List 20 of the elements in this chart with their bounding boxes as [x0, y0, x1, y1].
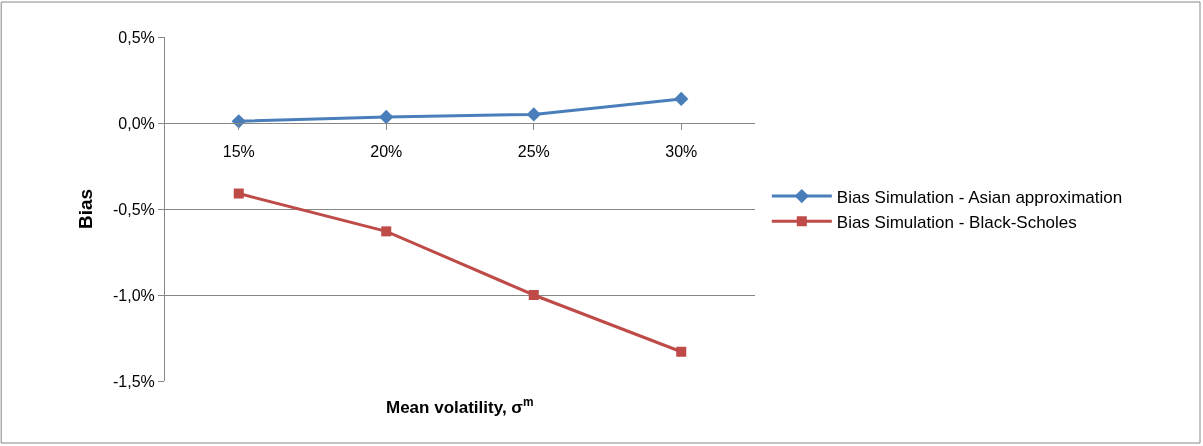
y-tick-label: 0,0%	[118, 114, 155, 132]
x-tick-label: 20%	[370, 143, 403, 161]
legend-label: Bias Simulation - Asian approximation	[836, 187, 1123, 207]
y-tick-label: -1,0%	[113, 286, 155, 304]
x-tick-label: 15%	[222, 143, 255, 161]
point	[381, 226, 392, 237]
y-tick-label: -0,5%	[113, 200, 155, 218]
point	[674, 91, 689, 107]
point	[676, 346, 687, 357]
legend-label: Bias Simulation - Black-Scholes	[836, 212, 1077, 232]
point	[233, 188, 244, 199]
x-tick-label: 30%	[665, 143, 698, 161]
y-tick-label: 0,5%	[118, 28, 155, 46]
x-axis-title: Mean volatility, σ$^{m}$	[386, 395, 534, 418]
x-tick-label: 25%	[517, 143, 550, 161]
point	[526, 107, 541, 122]
y-axis-title: Bias	[74, 188, 96, 230]
point	[528, 290, 539, 300]
y-tick-label: -1,5%	[113, 372, 155, 390]
point	[379, 109, 394, 125]
